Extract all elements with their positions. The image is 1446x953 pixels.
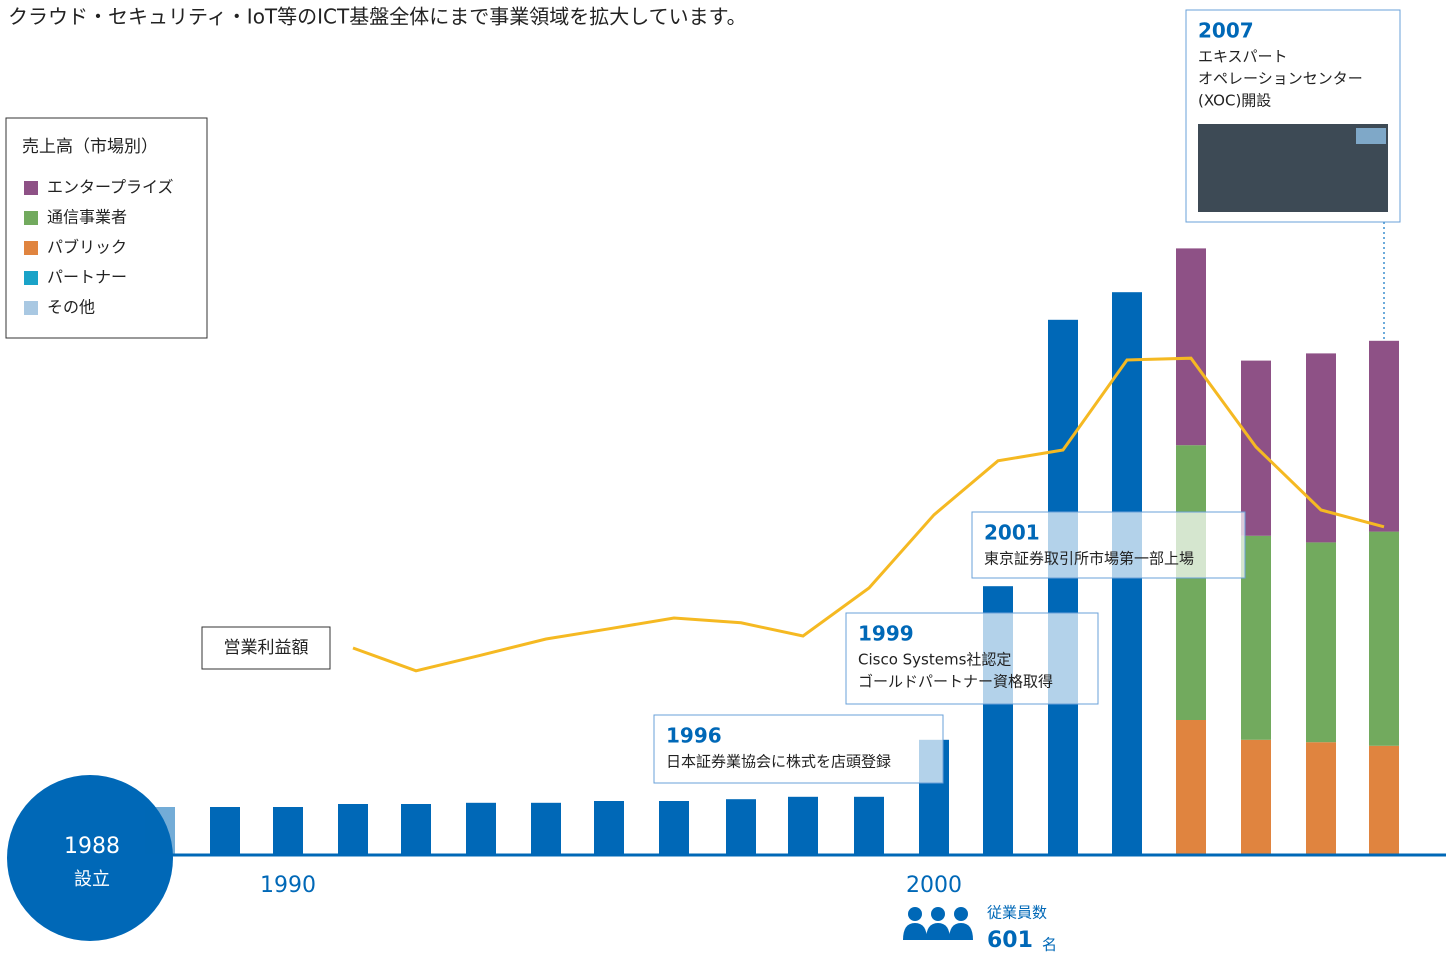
annotation-year: 1996 (666, 724, 722, 748)
legend-swatch (24, 301, 38, 315)
person-body (926, 923, 950, 940)
founding-year: 1988 (64, 834, 120, 859)
x-tick-label: 1990 (260, 873, 316, 898)
bar (401, 804, 431, 855)
bar (594, 801, 624, 855)
annotation-text: 日本証券業協会に株式を店頭登録 (666, 753, 891, 771)
annotation-text: (XOC)開設 (1198, 92, 1271, 110)
stacked-bar (1176, 445, 1206, 720)
stacked-bar (1176, 720, 1206, 855)
person-head (931, 907, 945, 921)
stacked-bar (1241, 740, 1271, 855)
bar (466, 803, 496, 855)
bar (273, 807, 303, 855)
x-tick-label: 2000 (906, 873, 962, 898)
photo-screen (1356, 128, 1386, 144)
stacked-bar (1369, 746, 1399, 855)
legend-label: その他 (47, 298, 95, 317)
page: {"chart_data": {"type": "bar", "title": … (0, 0, 1446, 953)
annotation-text: ゴールドパートナー資格取得 (858, 673, 1053, 691)
bar (726, 799, 756, 855)
chart-title: クラウド・セキュリティ・IoT等のICT基盤全体にまで事業領域を拡大しています。 (8, 5, 747, 29)
annotation-text: Cisco Systems社認定 (858, 651, 1011, 669)
legend-label: エンタープライズ (47, 178, 174, 197)
stacked-bar (1369, 532, 1399, 746)
legend-label: パブリック (47, 238, 127, 257)
person-head (908, 907, 922, 921)
bar (145, 807, 175, 855)
employees-unit: 名 (1042, 936, 1057, 953)
legend-swatch (24, 181, 38, 195)
stacked-bar (1176, 248, 1206, 445)
annotation-year: 1999 (858, 622, 914, 646)
annotation-year: 2007 (1198, 19, 1254, 43)
bar (338, 804, 368, 855)
stacked-bar (1369, 341, 1399, 532)
chart: クラウド・セキュリティ・IoT等のICT基盤全体にまで事業領域を拡大しています。… (0, 0, 1446, 953)
annotation-text: 東京証券取引所市場第一部上場 (984, 550, 1194, 568)
legend-title: 売上高（市場別） (22, 137, 158, 157)
bar (1048, 320, 1078, 855)
annotation-text: エキスパート (1198, 48, 1288, 66)
bar (531, 803, 561, 855)
legend-label: パートナー (47, 268, 127, 287)
legend-label: 通信事業者 (47, 208, 127, 227)
bar (854, 797, 884, 855)
bar (210, 807, 240, 855)
bar (659, 801, 689, 855)
legend-swatch (24, 271, 38, 285)
stacked-bar (1306, 742, 1336, 855)
employees-label: 従業員数 (987, 904, 1047, 922)
bar (788, 797, 818, 855)
person-body (903, 923, 927, 940)
person-head (954, 907, 968, 921)
founding-label: 設立 (74, 869, 110, 890)
legend-swatch (24, 211, 38, 225)
annotation-text: オペレーションセンター (1198, 70, 1363, 88)
legend-swatch (24, 241, 38, 255)
annotation-year: 2001 (984, 521, 1040, 545)
employees-count: 601 (987, 928, 1033, 953)
line-label: 営業利益額 (224, 638, 309, 658)
person-body (949, 923, 973, 940)
stacked-bar (1306, 542, 1336, 742)
